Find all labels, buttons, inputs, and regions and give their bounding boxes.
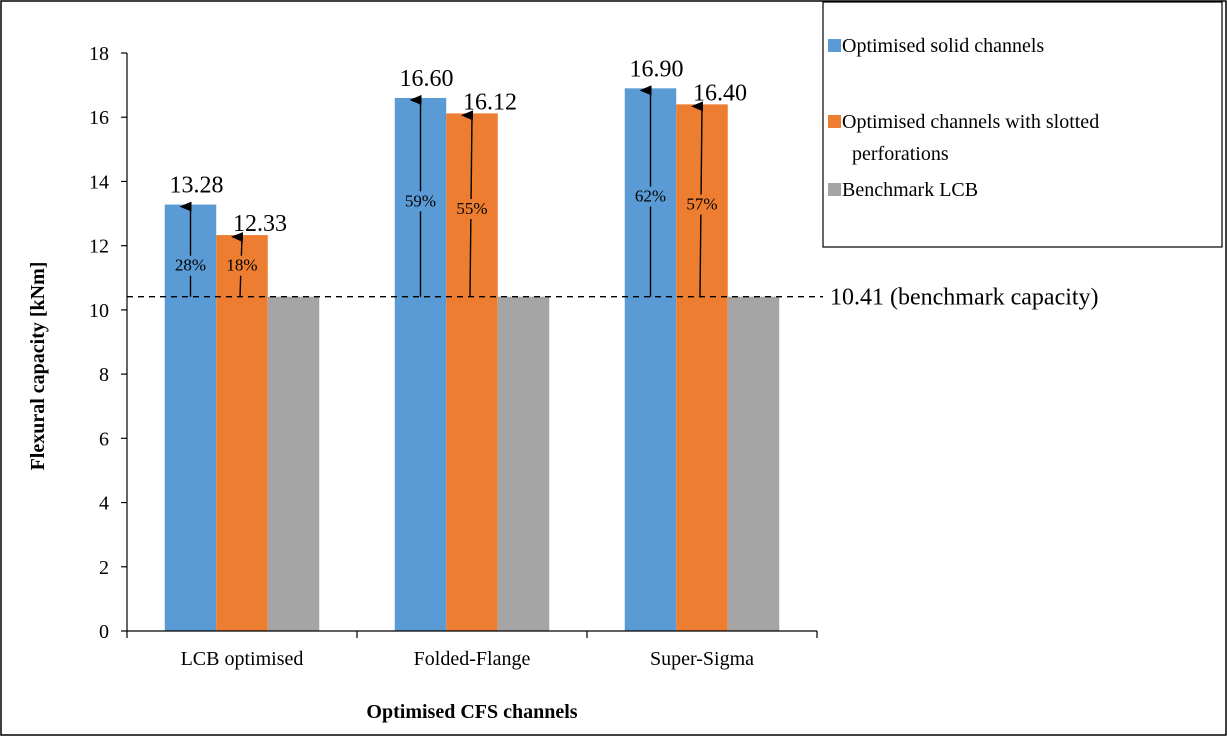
increase-label: 59% (405, 191, 436, 210)
y-tick-label: 6 (99, 428, 109, 450)
value-label: 16.60 (400, 66, 454, 92)
legend-label: Optimised channels with slotted (842, 111, 1099, 133)
increase-label-background (683, 194, 721, 215)
value-label: 12.33 (233, 211, 287, 237)
bar-optimised-channels-with-slotted-perforations-3 (676, 104, 728, 631)
y-tick-label: 14 (89, 171, 109, 193)
increase-label-background (631, 186, 670, 207)
increase-label: 57% (686, 195, 717, 214)
x-axis-title: Optimised CFS channels (366, 701, 577, 723)
legend-box (822, 1, 1223, 248)
legend-label: Optimised solid channels (842, 35, 1044, 57)
reference-line-layer: 10.41 (benchmark capacity) (127, 285, 1099, 311)
value-label: 13.28 (170, 173, 224, 199)
x-tick-label: LCB optimised (181, 648, 304, 670)
y-tick-label: 18 (89, 43, 109, 65)
increase-label: 62% (635, 187, 666, 206)
value-label: 16.12 (463, 89, 517, 115)
increase-label: 18% (226, 256, 257, 275)
bar-benchmark-lcb-1 (267, 296, 320, 631)
increase-label-background (453, 199, 491, 220)
y-tick-label: 0 (99, 621, 109, 643)
bar-benchmark-lcb-3 (727, 296, 780, 631)
legend-swatch (828, 115, 841, 128)
value-label: 16.40 (693, 80, 747, 106)
y-tick-label: 8 (99, 364, 109, 386)
legend-swatch (828, 39, 841, 52)
benchmark-reference-label: 10.41 (benchmark capacity) (830, 285, 1099, 311)
legend-label: Benchmark LCB (842, 179, 978, 201)
y-tick-label: 12 (89, 236, 109, 258)
value-label: 16.90 (630, 56, 684, 82)
y-tick-label: 16 (89, 107, 109, 129)
bar-optimised-channels-with-slotted-perforations-2 (446, 113, 498, 631)
increase-label-background (401, 191, 440, 212)
bar-benchmark-lcb-2 (497, 296, 550, 631)
legend: Optimised solid channels Optimised channe… (822, 1, 1223, 248)
increase-label: 28% (175, 256, 206, 275)
axes-layer: 0 2 4 6 8 10 12 14 16 18 LCB optimised Folded-Flang… (89, 43, 818, 670)
legend-swatch (828, 183, 841, 196)
increase-label-background (171, 255, 210, 276)
x-tick-label: Super-Sigma (650, 648, 754, 670)
legend-label: perforations (852, 143, 949, 165)
y-axis-title: Flexural capacity [kNm] (27, 262, 49, 471)
y-tick-label: 10 (89, 300, 109, 322)
y-tick-label: 2 (99, 557, 109, 579)
increase-label-background (223, 255, 261, 276)
x-tick-label: Folded-Flange (414, 648, 531, 670)
y-tick-label: 4 (99, 493, 109, 515)
increase-label: 55% (456, 199, 487, 218)
labels-layer: 13.28 28% 16.60 59% 16.90 62% 12.33 18% 16.12 55%… (170, 56, 747, 297)
bar-optimised-channels-with-slotted-perforations-1 (216, 235, 268, 631)
